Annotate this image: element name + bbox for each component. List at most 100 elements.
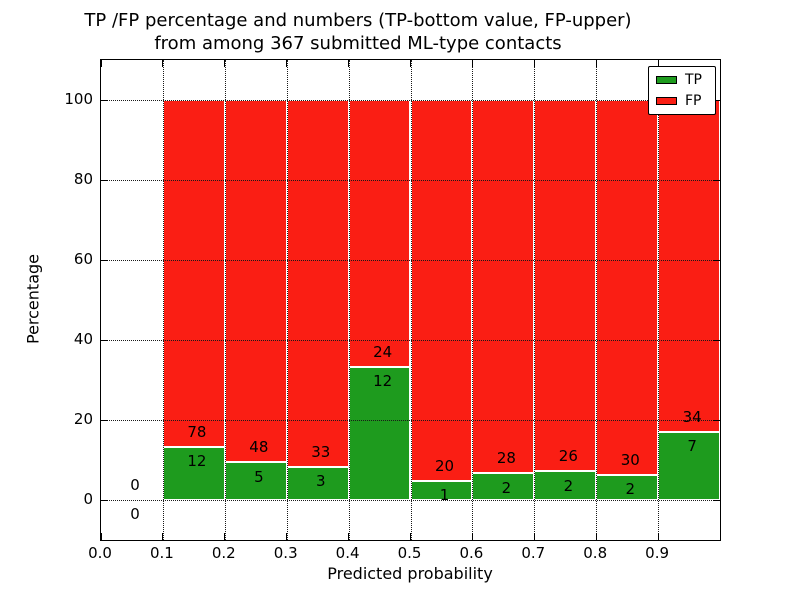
- bar-segment-fp: [658, 100, 720, 432]
- x-tickmark-top: [286, 60, 288, 67]
- y-tickmark-right: [713, 499, 720, 501]
- x-tickmark-bottom: [286, 533, 288, 540]
- x-tickmark-bottom: [595, 533, 597, 540]
- bar-segment-fp: [534, 100, 597, 472]
- y-tick-label: 100: [64, 90, 93, 108]
- x-tick-label: 0.8: [583, 544, 608, 562]
- tp-count-label: 2: [563, 476, 574, 495]
- tp-count-label: 2: [501, 478, 512, 497]
- v-gridline: [410, 60, 412, 540]
- fp-count-label: 26: [558, 447, 578, 466]
- x-tickmark-bottom: [162, 533, 164, 540]
- fp-count-label: 20: [434, 456, 455, 475]
- x-tick-label: 0.6: [459, 544, 484, 562]
- bar-segment-tp: [348, 366, 411, 500]
- bar-segment-fp: [286, 100, 349, 467]
- x-tick-label: 0.5: [397, 544, 422, 562]
- x-axis-label: Predicted probability: [327, 564, 493, 583]
- fp-color-swatch: [656, 97, 677, 105]
- bar-segment-tp: [596, 475, 659, 500]
- tp-count-label: 5: [254, 467, 264, 486]
- fp-count-label: 30: [620, 451, 640, 469]
- v-gridline: [348, 60, 350, 540]
- tp-count-label: 0: [130, 505, 140, 524]
- x-tick-label: 0.4: [335, 544, 360, 562]
- bar-segment-fp: [348, 100, 411, 367]
- v-gridline: [596, 60, 598, 540]
- x-tick-label: 0.0: [88, 544, 112, 562]
- x-tickmark-top: [471, 60, 473, 67]
- tp-count-label: 1: [439, 486, 450, 505]
- fp-count-label: 78: [187, 422, 207, 441]
- y-tickmark-left: [101, 259, 108, 261]
- y-tickmark-right: [713, 179, 720, 181]
- y-tickmark-right: [713, 99, 720, 101]
- bar-segment-tp: [224, 462, 287, 500]
- y-tick-label: 40: [73, 330, 93, 348]
- x-tickmark-top: [224, 60, 226, 67]
- x-tickmark-bottom: [533, 533, 535, 540]
- tp-color-swatch: [656, 76, 677, 84]
- y-tick-label: 80: [73, 170, 93, 188]
- tp-count-label: 7: [687, 437, 697, 456]
- y-tickmark-left: [101, 339, 108, 341]
- fp-count-label: 28: [496, 449, 516, 468]
- y-axis-label: Percentage: [23, 253, 43, 345]
- x-tickmark-top: [100, 60, 102, 67]
- bar-segment-fp: [224, 100, 287, 463]
- v-gridline: [162, 60, 164, 540]
- x-tick-label: 0.2: [211, 544, 236, 562]
- tp-count-label: 12: [187, 452, 207, 471]
- x-tickmark-top: [348, 60, 350, 67]
- y-tick-label: 0: [83, 490, 93, 508]
- plot-area: 0 0 78 12 48 5 33 3 24 12 20 1 28 2 26 2 30 2 34 7: [100, 59, 721, 541]
- y-tickmark-right: [713, 339, 720, 341]
- y-tickmark-right: [713, 259, 720, 261]
- fp-count-label: 48: [249, 438, 269, 457]
- y-tickmark-left: [101, 499, 108, 501]
- legend-label-fp: FP: [685, 93, 702, 109]
- fp-count-label: 34: [682, 407, 702, 426]
- chart-title-line1: TP /FP percentage and numbers (TP-bottom…: [84, 10, 632, 31]
- v-gridline: [224, 60, 226, 540]
- x-tick-label: 0.7: [521, 544, 546, 562]
- bar-segment-tp: [162, 446, 225, 500]
- tp-count-label: 2: [625, 480, 636, 499]
- x-tick-label: 0.1: [149, 544, 174, 562]
- x-tickmark-bottom: [100, 533, 102, 540]
- bar-segment-fp: [596, 100, 659, 475]
- x-tickmark-top: [410, 60, 411, 67]
- legend: TP FP: [648, 66, 716, 115]
- tp-count-label: 3: [315, 472, 326, 491]
- y-tickmark-right: [713, 419, 720, 421]
- y-tick-label: 20: [73, 410, 93, 428]
- chart-title-line2: from among 367 submitted ML-type contact…: [154, 33, 562, 54]
- fp-count-label: 0: [130, 476, 140, 494]
- tp-count-label: 12: [373, 372, 393, 391]
- bar-segment-fp: [472, 100, 535, 474]
- legend-entry-tp: TP: [656, 72, 708, 88]
- x-tickmark-top: [595, 60, 597, 67]
- x-tickmark-bottom: [657, 533, 659, 540]
- y-tick-label: 60: [73, 250, 93, 268]
- x-tick-label: 0.9: [645, 544, 670, 562]
- v-gridline: [472, 60, 474, 540]
- x-tickmark-bottom: [224, 533, 226, 540]
- chart-title: TP /FP percentage and numbers (TP-bottom…: [84, 9, 631, 55]
- x-tickmark-top: [533, 60, 535, 67]
- bar-segment-fp: [162, 100, 225, 447]
- x-tickmark-top: [657, 60, 659, 67]
- fp-count-label: 24: [373, 342, 393, 361]
- y-tickmark-left: [101, 419, 108, 421]
- x-tickmark-bottom: [471, 533, 473, 540]
- x-tickmark-bottom: [410, 533, 411, 540]
- x-tickmark-bottom: [348, 533, 350, 540]
- v-gridline: [658, 60, 660, 540]
- v-gridline: [286, 60, 288, 540]
- bar-segment-tp: [658, 431, 720, 500]
- v-gridline: [534, 60, 536, 540]
- y-tickmark-left: [101, 179, 108, 181]
- legend-entry-fp: FP: [656, 93, 708, 109]
- bar-segment-fp: [410, 100, 473, 481]
